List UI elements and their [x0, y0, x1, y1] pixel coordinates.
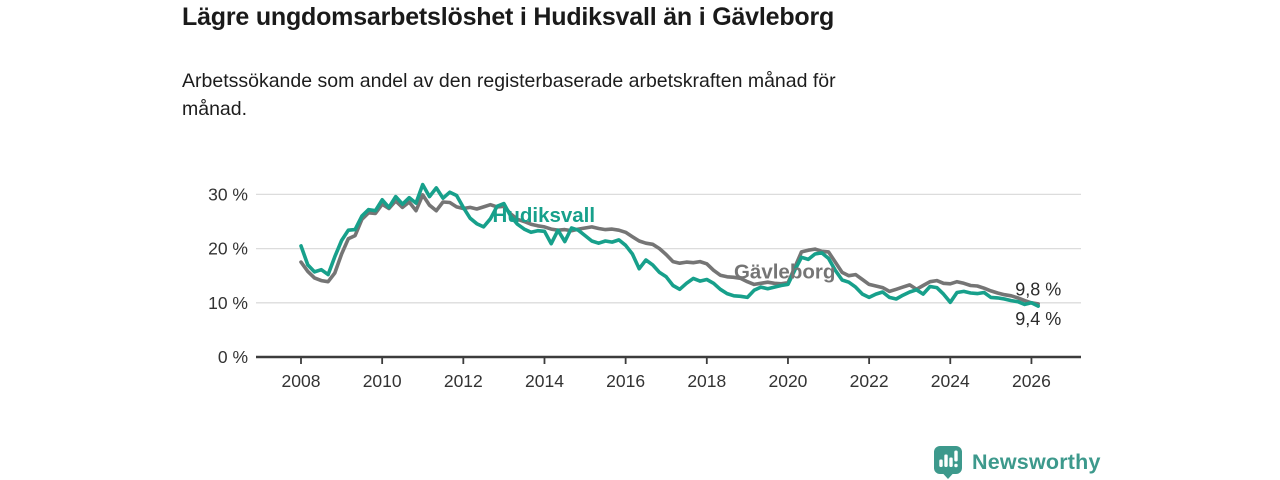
newsworthy-branding: Newsworthy — [933, 445, 1101, 479]
x-tick-label-2008: 2008 — [282, 371, 321, 391]
x-tick-label-2014: 2014 — [525, 371, 564, 391]
chart-subtitle-line-2: månad. — [182, 98, 248, 120]
bar-chart-speech-bubble-icon — [934, 446, 962, 479]
y-tick-label-20: 20 % — [208, 239, 248, 259]
annotation-hudiksvall: Hudiksvall — [493, 204, 596, 227]
chart-subtitle: Arbetssökande som andel av den registerb… — [182, 67, 836, 123]
x-tick-label-2012: 2012 — [444, 371, 483, 391]
annotation-gävleborg: Gävleborg — [734, 260, 835, 283]
annotation-9-8-: 9,8 % — [1015, 279, 1061, 299]
newsworthy-wordmark: Newsworthy — [972, 449, 1101, 474]
y-tick-label-30: 30 % — [208, 184, 248, 204]
x-tick-label-2020: 2020 — [768, 371, 807, 391]
x-tick-label-2018: 2018 — [687, 371, 726, 391]
x-tick-label-2016: 2016 — [606, 371, 645, 391]
y-tick-label-0: 0 % — [218, 347, 248, 367]
x-tick-label-2010: 2010 — [363, 371, 402, 391]
annotation-9-4-: 9,4 % — [1015, 309, 1061, 329]
x-tick-label-2024: 2024 — [931, 371, 970, 391]
chart-title: Lägre ungdomsarbetslöshet i Hudiksvall ä… — [182, 3, 835, 31]
chart-subtitle-line-1: Arbetssökande som andel av den registerb… — [182, 70, 836, 92]
series-line-hudiksvall — [299, 182, 1040, 308]
x-tick-label-2026: 2026 — [1012, 371, 1051, 391]
y-tick-label-10: 10 % — [208, 293, 248, 313]
x-tick-label-2022: 2022 — [850, 371, 889, 391]
